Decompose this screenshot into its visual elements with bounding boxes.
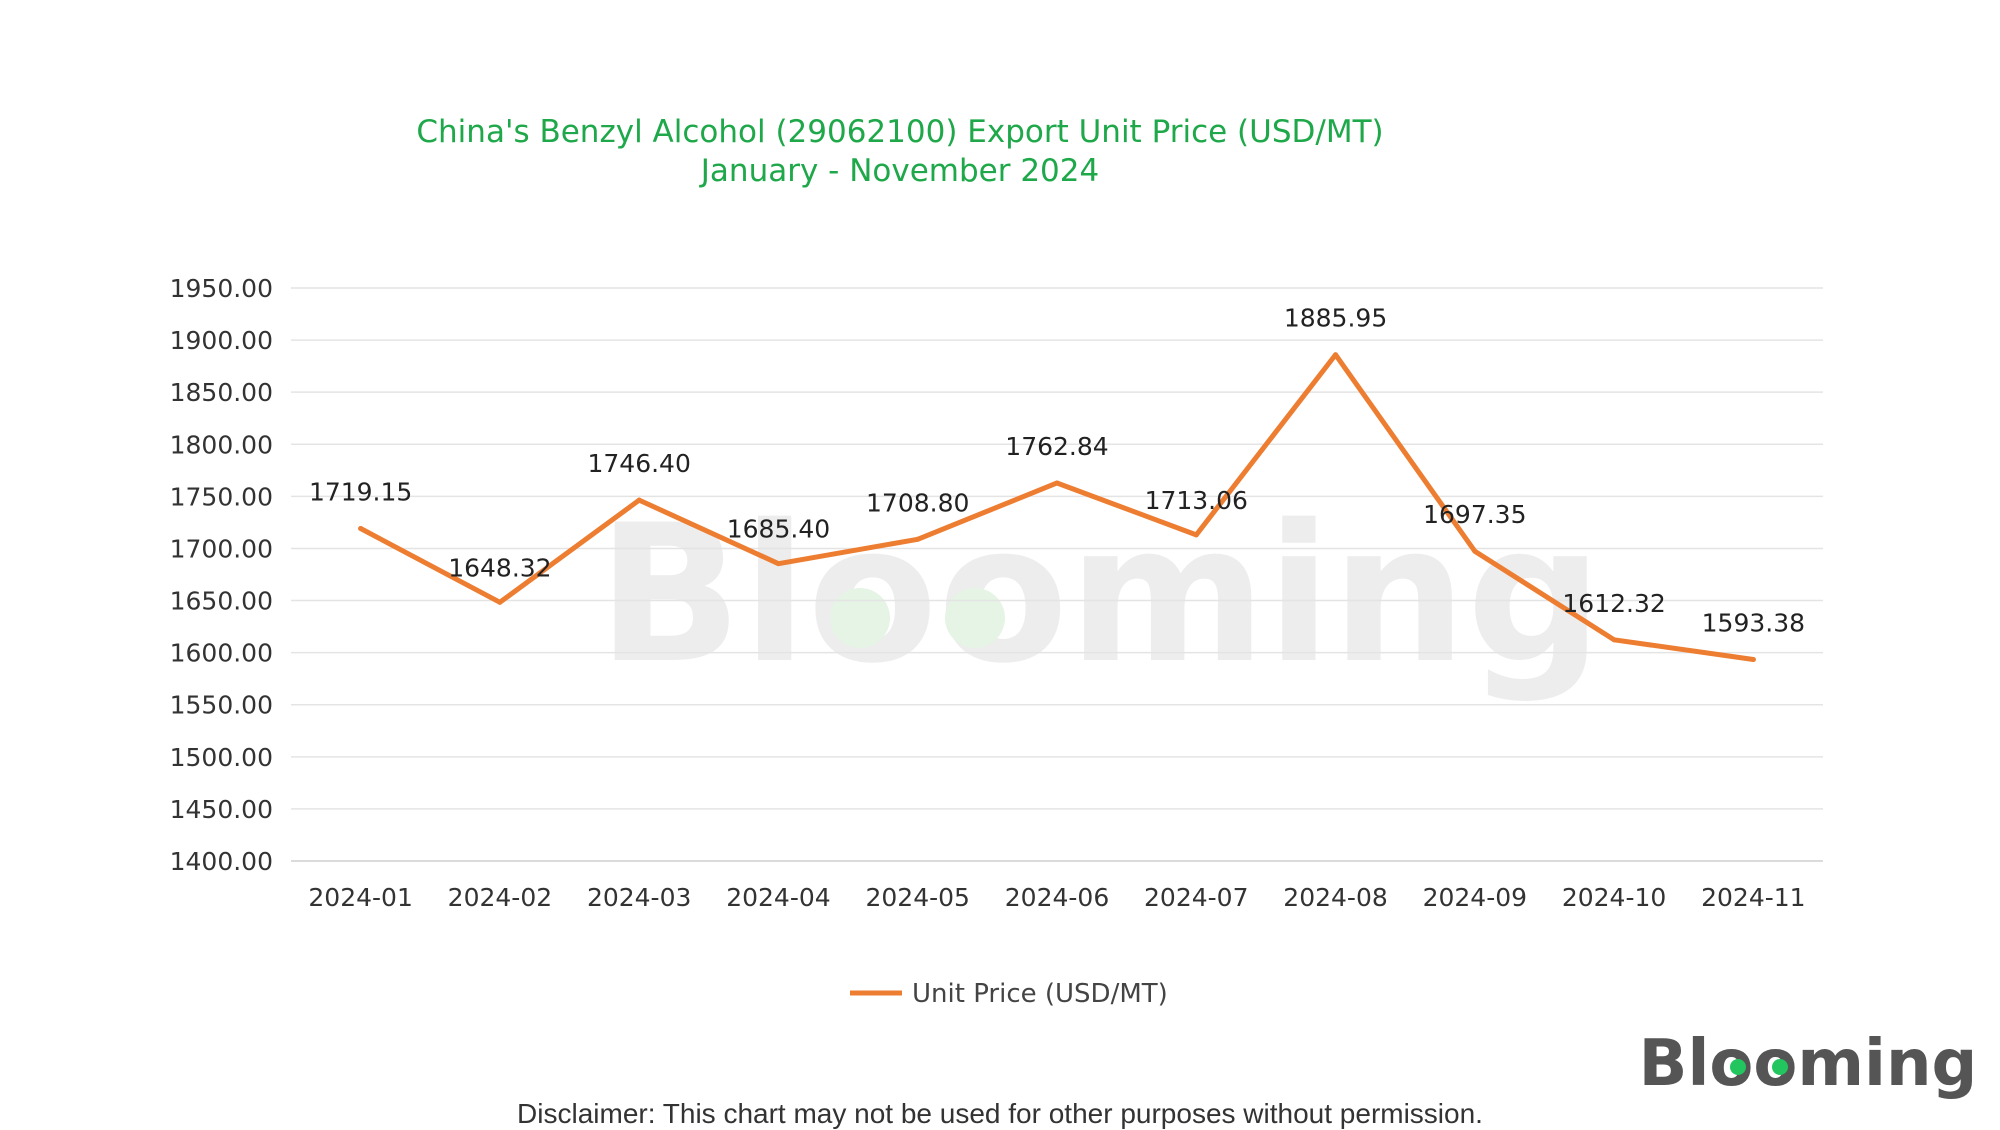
data-label: 1885.95 — [1284, 304, 1387, 333]
x-tick-label: 2024-05 — [865, 883, 969, 912]
x-tick-label: 2024-11 — [1701, 883, 1805, 912]
x-tick-label: 2024-03 — [587, 883, 691, 912]
data-label: 1713.06 — [1145, 486, 1248, 515]
y-tick-label: 1550.00 — [170, 691, 273, 720]
watermark: Blooming — [597, 484, 1602, 705]
data-point — [1333, 352, 1339, 358]
data-point — [1193, 532, 1199, 538]
data-label: 1719.15 — [309, 478, 412, 507]
x-tick-label: 2024-08 — [1283, 883, 1387, 912]
y-tick-label: 1650.00 — [170, 587, 273, 616]
y-tick-label: 1900.00 — [170, 326, 273, 355]
y-tick-label: 1700.00 — [170, 534, 273, 563]
data-label: 1762.84 — [1005, 432, 1108, 461]
x-axis-ticks: 2024-01 2024-02 2024-03 2024-04 2024-05 2024-… — [308, 883, 1805, 912]
data-labels: 1719.15 1648.32 1746.40 1685.40 1708.80 1762.… — [309, 304, 1805, 638]
y-tick-label: 1950.00 — [170, 274, 273, 303]
logo-text: Blooming — [1639, 1027, 1978, 1101]
data-point — [358, 526, 364, 532]
y-tick-label: 1500.00 — [170, 743, 273, 772]
data-label: 1697.35 — [1423, 500, 1526, 529]
watermark-eye-right-icon — [945, 588, 1005, 648]
y-tick-label: 1850.00 — [170, 378, 273, 407]
data-label: 1708.80 — [866, 488, 969, 517]
legend: Unit Price (USD/MT) — [850, 979, 1168, 1009]
blooming-logo: Blooming — [1639, 1027, 1978, 1101]
x-tick-label: 2024-02 — [448, 883, 552, 912]
logo-eye-left-icon — [1730, 1059, 1746, 1075]
watermark-eye-left-icon — [830, 588, 890, 648]
gridlines — [291, 287, 1823, 862]
x-tick-label: 2024-07 — [1144, 883, 1248, 912]
data-point — [1472, 548, 1478, 554]
data-label: 1593.38 — [1702, 609, 1805, 638]
x-tick-label: 2024-06 — [1005, 883, 1109, 912]
data-label: 1612.32 — [1562, 589, 1665, 618]
data-point — [636, 497, 642, 503]
logo-eye-right-icon — [1772, 1059, 1788, 1075]
series-unit-price — [358, 352, 1756, 663]
chart-title: China's Benzyl Alcohol (29062100) Export… — [416, 114, 1383, 150]
data-point — [1054, 480, 1060, 486]
data-label: 1746.40 — [587, 449, 690, 478]
y-tick-label: 1600.00 — [170, 639, 273, 668]
watermark-text: Blooming — [597, 484, 1602, 705]
disclaimer: Disclaimer: This chart may not be used f… — [517, 1098, 1483, 1129]
data-label: 1648.32 — [448, 553, 551, 582]
y-tick-label: 1450.00 — [170, 795, 273, 824]
data-point — [915, 536, 921, 542]
data-point — [497, 599, 503, 605]
data-label: 1685.40 — [727, 515, 830, 544]
legend-label: Unit Price (USD/MT) — [912, 979, 1168, 1009]
y-tick-label: 1750.00 — [170, 482, 273, 511]
data-point — [775, 561, 781, 567]
x-tick-label: 2024-10 — [1562, 883, 1666, 912]
y-tick-label: 1800.00 — [170, 430, 273, 459]
data-point — [1750, 657, 1756, 663]
x-tick-label: 2024-04 — [726, 883, 830, 912]
y-axis-ticks: 1400.00 1450.00 1500.00 1550.00 1600.00 1650.… — [170, 274, 273, 876]
y-tick-label: 1400.00 — [170, 847, 273, 876]
x-tick-label: 2024-09 — [1423, 883, 1527, 912]
data-point — [1611, 637, 1617, 643]
x-tick-label: 2024-01 — [308, 883, 412, 912]
chart-subtitle: January - November 2024 — [699, 153, 1099, 189]
